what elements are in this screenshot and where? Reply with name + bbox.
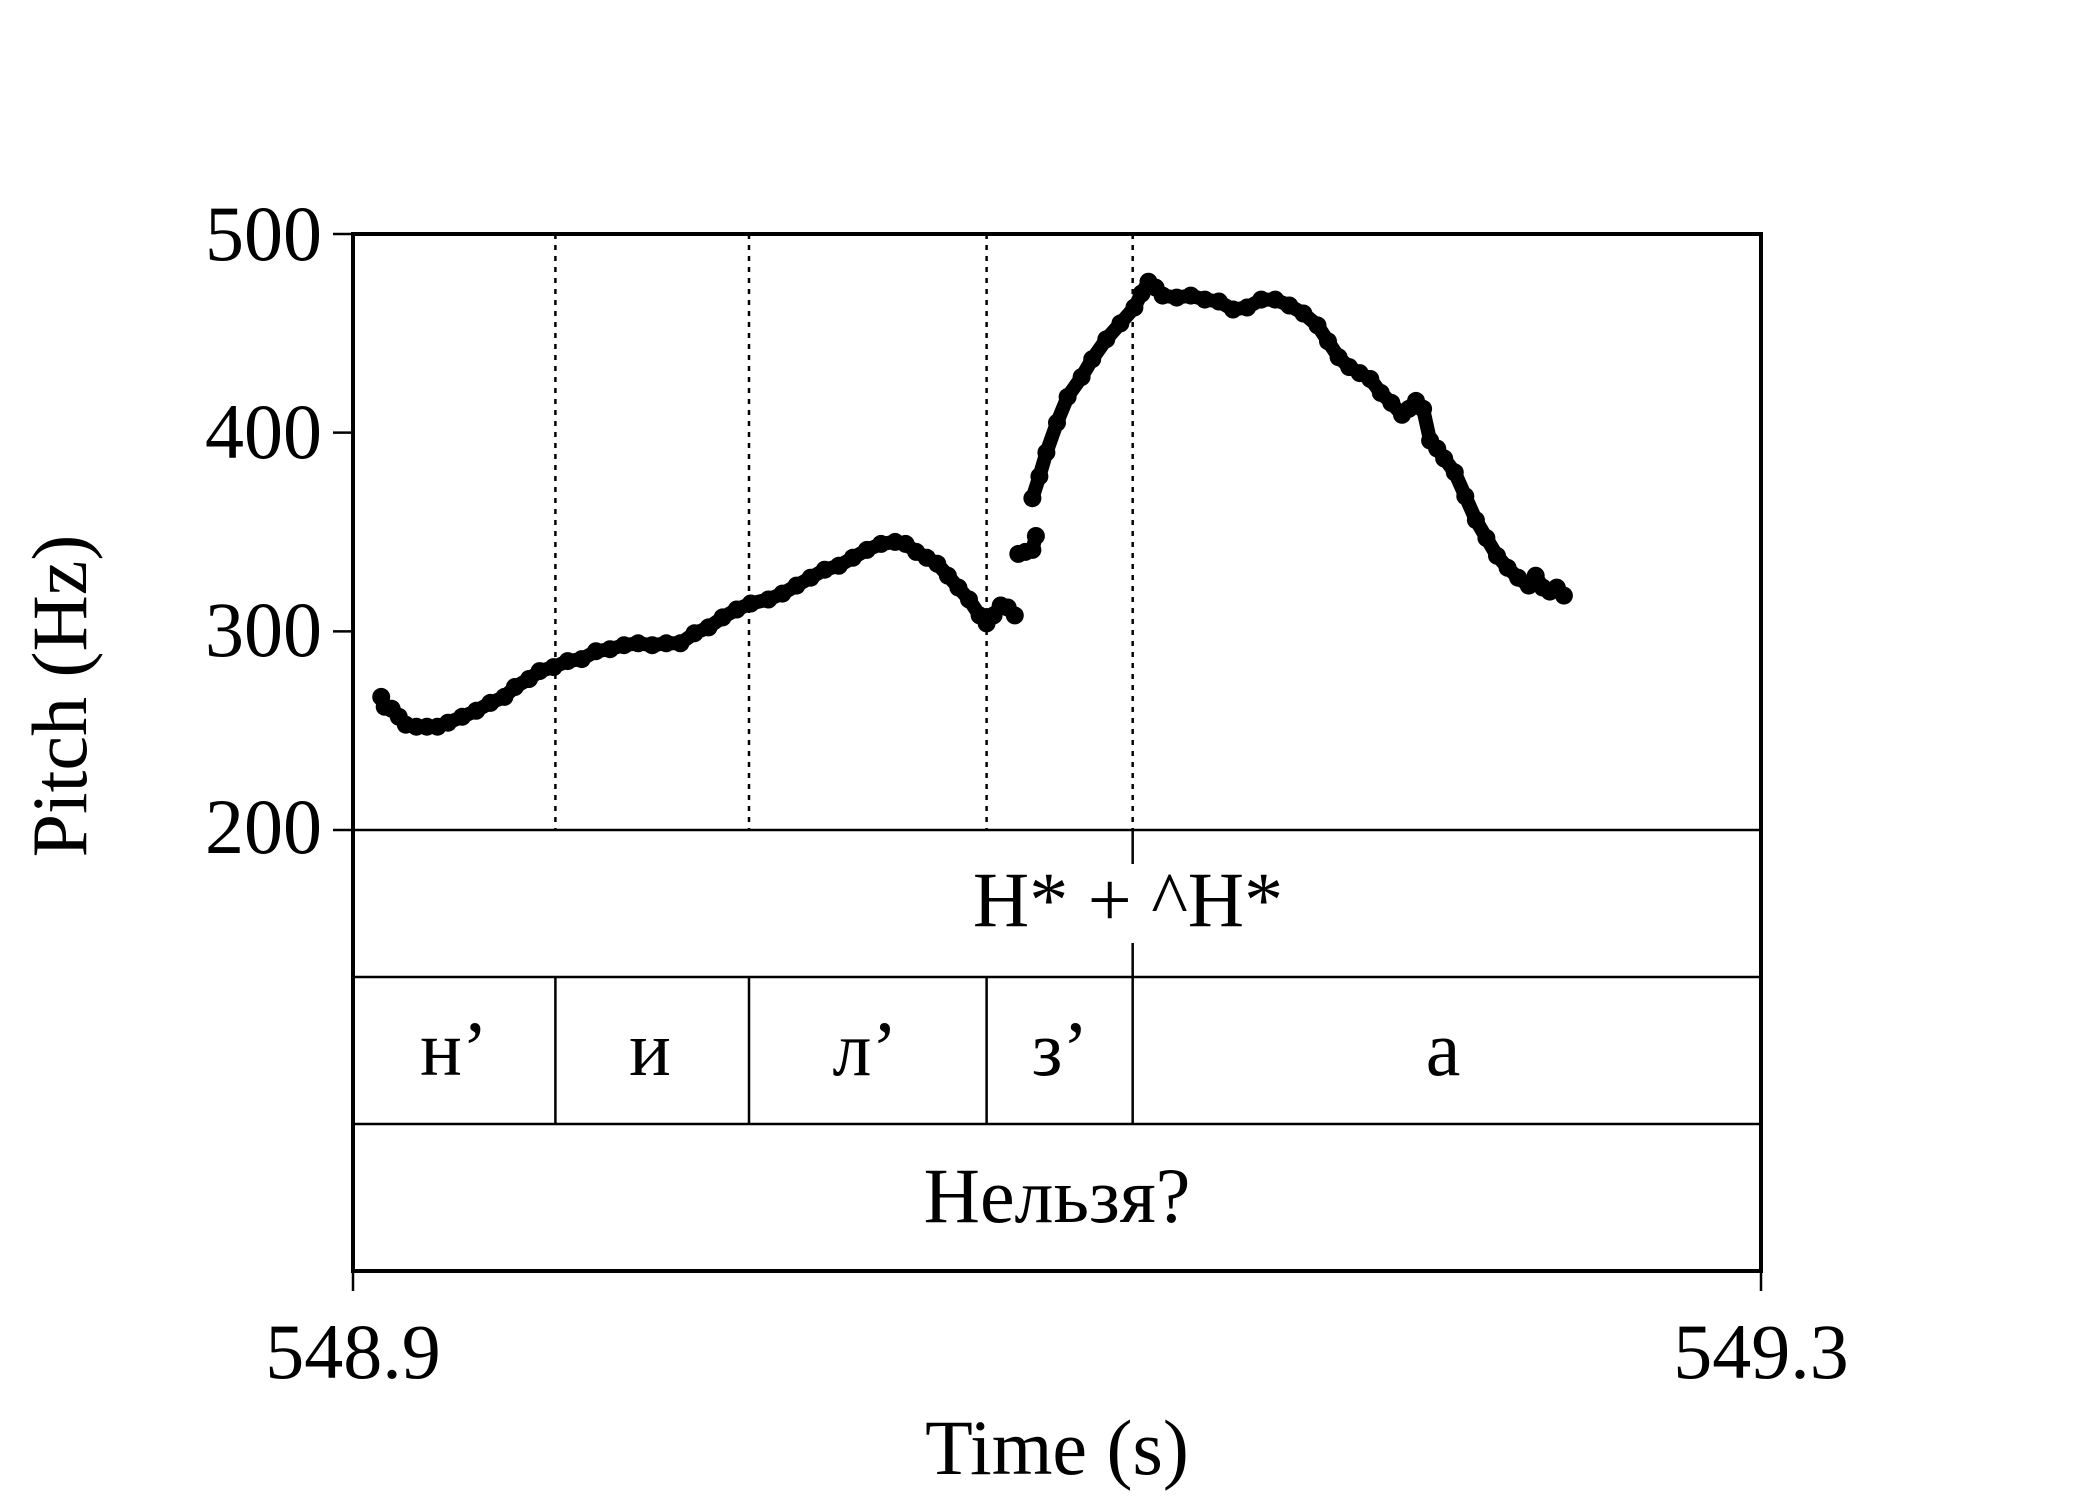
pitch-point: [1224, 300, 1242, 319]
pitch-point: [759, 590, 778, 609]
segment-label-i: и: [629, 1005, 671, 1092]
pitch-point: [1435, 449, 1454, 468]
pitch-point: [1097, 330, 1116, 349]
pitch-point: [615, 636, 633, 655]
pitch-point: [671, 634, 690, 653]
pitch-point: [960, 590, 978, 609]
y-tick-label-200: 200: [205, 783, 322, 870]
pitch-point: [829, 556, 848, 575]
pitch-point: [439, 713, 457, 732]
plot-frame: [351, 232, 1763, 1273]
pitch-point: [1048, 413, 1066, 432]
pitch-point: [1037, 443, 1056, 462]
pitch-point: [1111, 314, 1130, 333]
pitch-point: [1280, 296, 1299, 315]
pitch-point: [815, 560, 834, 579]
segment-label-a: а: [1426, 1005, 1461, 1092]
pitch-point: [727, 600, 746, 619]
tone-tier-label: H* + ^H*: [973, 856, 1283, 943]
pitch-point: [572, 650, 591, 669]
pitch-point: [1414, 399, 1433, 418]
segment-label-z: з’: [1032, 1005, 1089, 1092]
pitch-point: [1125, 298, 1144, 317]
pitch-point: [1252, 290, 1271, 309]
pitch-point: [629, 634, 648, 653]
pitch-point: [1167, 288, 1186, 307]
pitch-point: [872, 534, 890, 553]
pitch-point: [1294, 304, 1313, 323]
x-axis-title: Time (s): [925, 1404, 1189, 1491]
pitch-point: [1266, 290, 1285, 309]
pitch-segment: [1025, 274, 1571, 603]
pitch-point: [601, 640, 619, 659]
pitch-point: [1361, 370, 1380, 388]
pitch-point: [1023, 489, 1042, 508]
pitch-point: [1026, 527, 1045, 545]
pitch-point: [1319, 332, 1337, 351]
pitch-point: [1181, 286, 1200, 305]
pitch-point: [481, 693, 500, 712]
pitch-point: [657, 634, 676, 653]
word-tier-label: Нельзя?: [924, 1152, 1191, 1239]
pitch-point: [1209, 292, 1228, 311]
segment-boundary-lines: [554, 234, 1134, 830]
pitch-point: [1466, 511, 1485, 530]
pitch-point: [1153, 286, 1172, 305]
pitch-point: [699, 618, 718, 637]
pitch-point: [1477, 529, 1496, 547]
segment-label-n: н’: [420, 1005, 488, 1092]
pitch-contour: [372, 272, 1573, 736]
pitch-point: [857, 540, 876, 559]
y-tick-label-500: 500: [205, 190, 322, 277]
pitch-point: [1058, 387, 1077, 406]
pitch-point: [1382, 393, 1401, 412]
pitch-point: [1445, 463, 1464, 482]
pitch-point: [1195, 290, 1214, 309]
pitch-point: [530, 662, 549, 681]
pitch-point: [938, 566, 957, 585]
pitch-point: [1005, 606, 1024, 625]
pitch-point: [505, 678, 524, 696]
pitch-point: [586, 642, 605, 661]
pitch-point: [1023, 540, 1042, 559]
pitch-point: [1030, 467, 1049, 486]
y-tick-label-300: 300: [205, 586, 322, 673]
pitch-point: [928, 554, 947, 573]
axis-ticks: [333, 232, 1763, 1291]
pitch-point: [843, 548, 862, 567]
x-tick-label-start: 548.9: [265, 1308, 441, 1395]
pitch-point: [1456, 487, 1475, 506]
pitch-point: [467, 701, 486, 720]
segment-label-l: л’: [833, 1005, 898, 1092]
pitch-point: [1488, 546, 1506, 565]
tier-dividers: [353, 828, 1761, 1126]
pitch-point: [1238, 298, 1257, 317]
pitch-point: [713, 608, 732, 627]
pitch-point: [1072, 368, 1091, 386]
y-tick-label-400: 400: [205, 388, 322, 475]
pitch-point: [787, 576, 806, 595]
pitch-point: [1308, 316, 1327, 335]
pitch-point: [685, 624, 704, 643]
pitch-point: [1083, 350, 1102, 369]
pitch-point: [643, 636, 662, 655]
pitch-point: [801, 568, 820, 587]
y-axis-title: Pitch (Hz): [16, 535, 103, 858]
pitch-point: [741, 594, 760, 613]
pitch-point: [1554, 586, 1573, 605]
pitch-point: [949, 578, 968, 597]
pitch-point: [544, 658, 563, 677]
pitch-point: [773, 584, 792, 603]
pitch-point: [453, 707, 472, 726]
x-tick-label-end: 549.3: [1673, 1308, 1849, 1395]
pitch-point: [558, 652, 577, 671]
